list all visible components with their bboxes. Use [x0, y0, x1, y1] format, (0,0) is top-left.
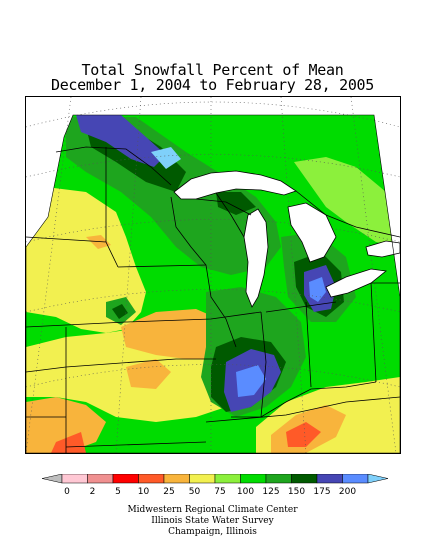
legend-label: 10	[138, 487, 150, 497]
legend-swatch	[240, 474, 267, 484]
field-light-green-northeast	[294, 157, 400, 247]
legend-swatch	[87, 474, 114, 484]
graticule	[26, 97, 400, 453]
legend-label: 0	[64, 487, 70, 497]
snowfall-map	[25, 96, 401, 454]
lake-huron	[287, 202, 337, 263]
lake-ontario	[365, 240, 400, 258]
border-us-canada	[55, 146, 172, 186]
field-25-50-patch	[126, 359, 171, 389]
map-title-line-1: Total Snowfall Percent of Mean	[81, 61, 344, 79]
legend-label: 5	[115, 487, 121, 497]
field-above-200	[151, 147, 181, 169]
legend-label: 175	[313, 487, 330, 497]
legend-swatch	[291, 474, 318, 484]
credit-line-3: Champaign, Illinois	[168, 527, 257, 537]
state-borders	[26, 146, 400, 453]
legend-swatch	[163, 474, 190, 484]
field-25-50-small	[86, 235, 111, 249]
field-10-25-southwest	[51, 432, 86, 453]
field-150-175-wisconsin	[216, 192, 256, 215]
data-domain-outline	[26, 114, 400, 453]
field-50-75-west	[26, 187, 146, 333]
legend-swatch	[61, 474, 88, 484]
great-lakes	[173, 170, 400, 308]
legend-swatch	[316, 474, 343, 484]
field-200-central	[236, 365, 266, 397]
legend-label: 50	[189, 487, 201, 497]
snowfall-field	[26, 115, 400, 453]
legend-swatch	[138, 474, 165, 484]
color-legend: 0 2 5 10 25 50 75 100 125 150 175 200	[41, 474, 389, 497]
legend-label: 25	[163, 487, 174, 497]
field-150-175-small	[112, 304, 128, 319]
map-canvas	[26, 97, 400, 453]
legend-above-arrow	[367, 474, 389, 484]
lake-erie	[325, 268, 387, 298]
field-10-25-south	[286, 422, 321, 447]
legend-label: 2	[90, 487, 96, 497]
field-200-michigan	[309, 277, 326, 302]
credit-line-1: Midwestern Regional Climate Center	[127, 505, 298, 515]
legend-label: 150	[288, 487, 305, 497]
legend-label: 100	[237, 487, 254, 497]
legend-swatch	[214, 474, 241, 484]
legend-swatch	[342, 474, 369, 484]
legend-label: 200	[339, 487, 356, 497]
map-title-line-2: December 1, 2004 to February 28, 2005	[50, 76, 375, 94]
legend-bar	[41, 474, 389, 484]
lake-superior	[173, 170, 297, 200]
legend-swatch	[112, 474, 139, 484]
legend-below-arrow	[41, 474, 63, 484]
field-175-200-northwest	[76, 115, 166, 167]
lake-michigan	[243, 208, 269, 308]
legend-labels: 0 2 5 10 25 50 75 100 125 150 175 200	[64, 487, 356, 497]
legend-label: 125	[262, 487, 279, 497]
legend-swatch	[189, 474, 216, 484]
legend-label: 75	[214, 487, 225, 497]
credit-line-2: Illinois State Water Survey	[151, 516, 274, 526]
legend-swatch	[265, 474, 292, 484]
